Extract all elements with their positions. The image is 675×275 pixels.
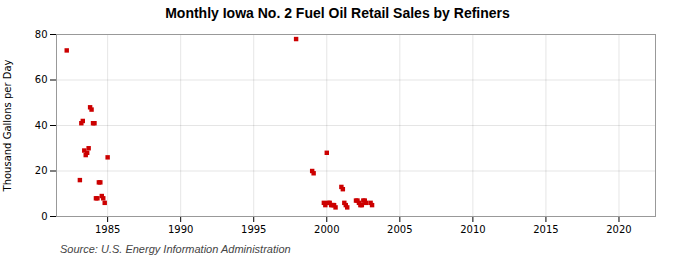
svg-text:2005: 2005 xyxy=(387,224,412,235)
svg-text:1995: 1995 xyxy=(241,224,266,235)
svg-text:2020: 2020 xyxy=(606,224,631,235)
svg-text:Thousand Gallons per Day: Thousand Gallons per Day xyxy=(2,59,13,192)
svg-text:2015: 2015 xyxy=(533,224,558,235)
svg-text:0: 0 xyxy=(41,211,47,222)
svg-text:20: 20 xyxy=(35,165,48,176)
svg-text:80: 80 xyxy=(35,29,48,40)
svg-text:1990: 1990 xyxy=(168,224,193,235)
svg-text:1985: 1985 xyxy=(95,224,120,235)
html-text:Source: U.S. Energy Informatio: Source: U.S. Energy Information Administ… xyxy=(60,243,291,255)
svg-text:2000: 2000 xyxy=(314,224,339,235)
svg-text:60: 60 xyxy=(35,74,48,85)
svg-text:40: 40 xyxy=(35,120,48,131)
html-text:Monthly Iowa No. 2 Fuel Oil Re: Monthly Iowa No. 2 Fuel Oil Retail Sales… xyxy=(165,5,510,21)
svg-text:2010: 2010 xyxy=(460,224,485,235)
